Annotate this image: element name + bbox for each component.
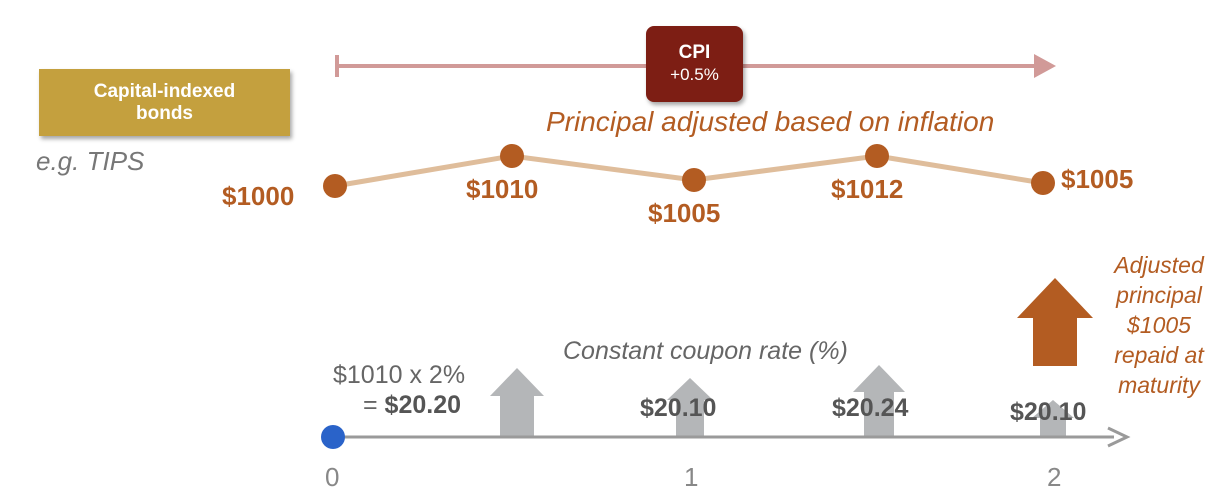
bond-type-badge: Capital-indexed bonds	[39, 69, 290, 136]
principal-dot-0	[323, 174, 347, 198]
coupon-calculation: $1010 x 2% = $20.20	[333, 360, 465, 420]
coupon-arrow-4	[1032, 400, 1074, 438]
coupon-value-3: $20.10	[1010, 398, 1087, 426]
maturity-note: Adjusted principal $1005 repaid at matur…	[1114, 252, 1204, 398]
principal-dot-2	[682, 168, 706, 192]
principal-caption: Principal adjusted based on inflation	[546, 106, 995, 137]
coupon-value-1: $20.10	[640, 394, 717, 422]
principal-dot-3	[865, 144, 889, 168]
bond-type-label: Capital-indexed bonds	[93, 80, 236, 124]
coupon-arrow-2	[667, 378, 713, 438]
coupon-caption: Constant coupon rate (%)	[563, 337, 848, 365]
principal-label-1: $1010	[466, 174, 539, 204]
principal-label-3: $1012	[831, 174, 904, 204]
coupon-calc-result: $20.20	[384, 391, 462, 419]
coupon-calc-expression: $1010 x 2%	[333, 361, 466, 389]
coupon-arrow-3	[853, 365, 905, 438]
coupon-calc-result-row: = $20.20	[333, 390, 465, 420]
cpi-change: +0.5%	[670, 65, 719, 84]
coupon-calc-equals: =	[363, 391, 385, 419]
timeline-tick-2: 2	[1047, 462, 1062, 492]
principal-dot-1	[500, 144, 524, 168]
cpi-label: CPI	[678, 42, 711, 63]
timeline-start-dot	[321, 425, 345, 449]
diagram-canvas	[321, 54, 1131, 449]
principal-repayment-arrow	[1017, 278, 1093, 366]
example-text: e.g. TIPS	[36, 146, 145, 176]
principal-dot-4	[1031, 171, 1055, 195]
principal-label-2: $1005	[648, 198, 721, 228]
timeline-tick-0: 0	[325, 462, 340, 492]
principal-label-0: $1000	[222, 181, 295, 211]
timeline-tick-1: 1	[684, 462, 699, 492]
cpi-arrow-head	[1034, 54, 1056, 78]
coupon-arrow-1	[490, 368, 544, 438]
principal-label-4: $1005	[1061, 164, 1134, 194]
timeline-arrow-head	[1107, 426, 1131, 448]
cpi-box: CPI +0.5%	[646, 26, 743, 102]
coupon-value-2: $20.24	[832, 394, 909, 422]
